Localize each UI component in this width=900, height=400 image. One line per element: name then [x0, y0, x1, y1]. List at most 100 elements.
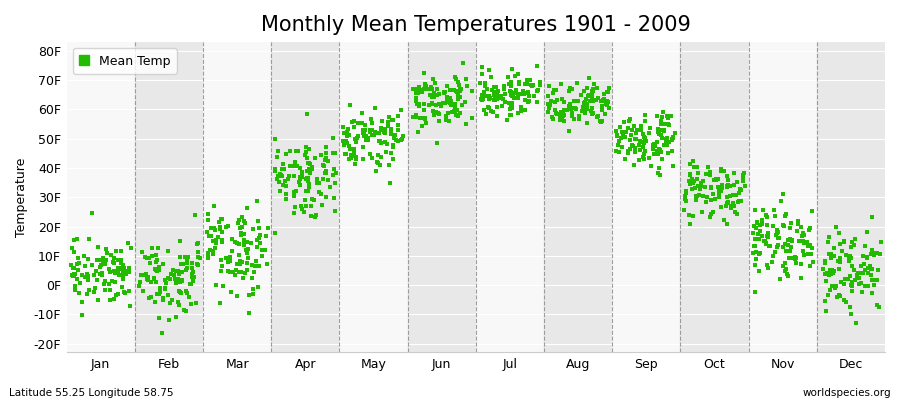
- Point: [69, 276, 84, 282]
- Point: [117, 290, 131, 296]
- Point: [450, 106, 464, 113]
- Point: [490, 104, 504, 110]
- Point: [661, 121, 675, 127]
- Point: [104, 278, 119, 284]
- Point: [852, 281, 867, 287]
- Point: [533, 79, 547, 86]
- Point: [238, 237, 252, 244]
- Point: [501, 100, 516, 106]
- Point: [255, 252, 269, 259]
- Point: [305, 166, 320, 172]
- Point: [597, 98, 611, 104]
- Point: [726, 170, 741, 176]
- Point: [803, 242, 817, 248]
- Point: [796, 232, 811, 239]
- Point: [201, 250, 215, 257]
- Point: [391, 122, 405, 128]
- Point: [690, 170, 705, 177]
- Point: [246, 226, 260, 232]
- Point: [747, 262, 761, 268]
- Point: [842, 272, 857, 279]
- Point: [453, 88, 467, 94]
- Point: [106, 255, 121, 262]
- Point: [319, 170, 333, 176]
- Point: [627, 148, 642, 155]
- Point: [832, 230, 846, 237]
- Point: [867, 252, 881, 258]
- Point: [116, 265, 130, 272]
- Point: [842, 253, 857, 260]
- Point: [67, 249, 81, 256]
- Point: [321, 177, 336, 183]
- Point: [239, 267, 254, 273]
- Point: [328, 195, 342, 201]
- Point: [556, 99, 571, 106]
- Point: [780, 272, 795, 279]
- Point: [90, 277, 104, 284]
- Point: [549, 97, 563, 103]
- Point: [616, 132, 630, 138]
- Point: [173, 238, 187, 244]
- Point: [530, 99, 544, 106]
- Point: [161, 292, 176, 298]
- Point: [350, 134, 365, 141]
- Point: [681, 212, 696, 218]
- Point: [191, 262, 205, 268]
- Point: [453, 110, 467, 116]
- Point: [286, 173, 301, 180]
- Point: [485, 87, 500, 93]
- Point: [692, 192, 706, 198]
- Point: [796, 238, 810, 245]
- Point: [213, 216, 228, 222]
- Point: [794, 260, 808, 267]
- Point: [691, 183, 706, 190]
- Point: [504, 92, 518, 98]
- Point: [775, 222, 789, 228]
- Point: [302, 184, 316, 190]
- Point: [116, 276, 130, 282]
- Point: [781, 242, 796, 248]
- Point: [304, 196, 319, 202]
- Point: [584, 91, 598, 97]
- Point: [278, 151, 293, 157]
- Point: [394, 136, 409, 142]
- Point: [409, 90, 423, 96]
- Point: [75, 312, 89, 318]
- Point: [562, 102, 576, 109]
- Point: [457, 98, 472, 105]
- Point: [201, 252, 215, 258]
- Point: [319, 168, 333, 174]
- Point: [652, 131, 667, 138]
- Point: [824, 282, 839, 289]
- Point: [704, 184, 718, 191]
- Point: [112, 256, 126, 263]
- Point: [209, 237, 223, 243]
- Point: [529, 62, 544, 69]
- Point: [719, 184, 733, 190]
- Point: [659, 136, 673, 143]
- Point: [594, 118, 608, 124]
- Point: [796, 233, 810, 240]
- Point: [712, 187, 726, 194]
- Point: [308, 154, 322, 161]
- Point: [65, 272, 79, 278]
- Point: [749, 248, 763, 255]
- Point: [140, 276, 154, 282]
- Point: [158, 285, 173, 292]
- Bar: [476, 42, 544, 352]
- Point: [511, 80, 526, 87]
- Point: [138, 272, 152, 278]
- Point: [630, 127, 644, 133]
- Point: [625, 142, 639, 148]
- Point: [805, 208, 819, 214]
- Point: [621, 150, 635, 156]
- Point: [374, 139, 388, 146]
- Point: [626, 142, 640, 149]
- Point: [477, 80, 491, 86]
- Point: [140, 277, 155, 284]
- Point: [655, 156, 670, 162]
- Point: [418, 120, 433, 126]
- Point: [487, 88, 501, 95]
- Text: Latitude 55.25 Longitude 58.75: Latitude 55.25 Longitude 58.75: [9, 388, 174, 398]
- Point: [746, 222, 760, 229]
